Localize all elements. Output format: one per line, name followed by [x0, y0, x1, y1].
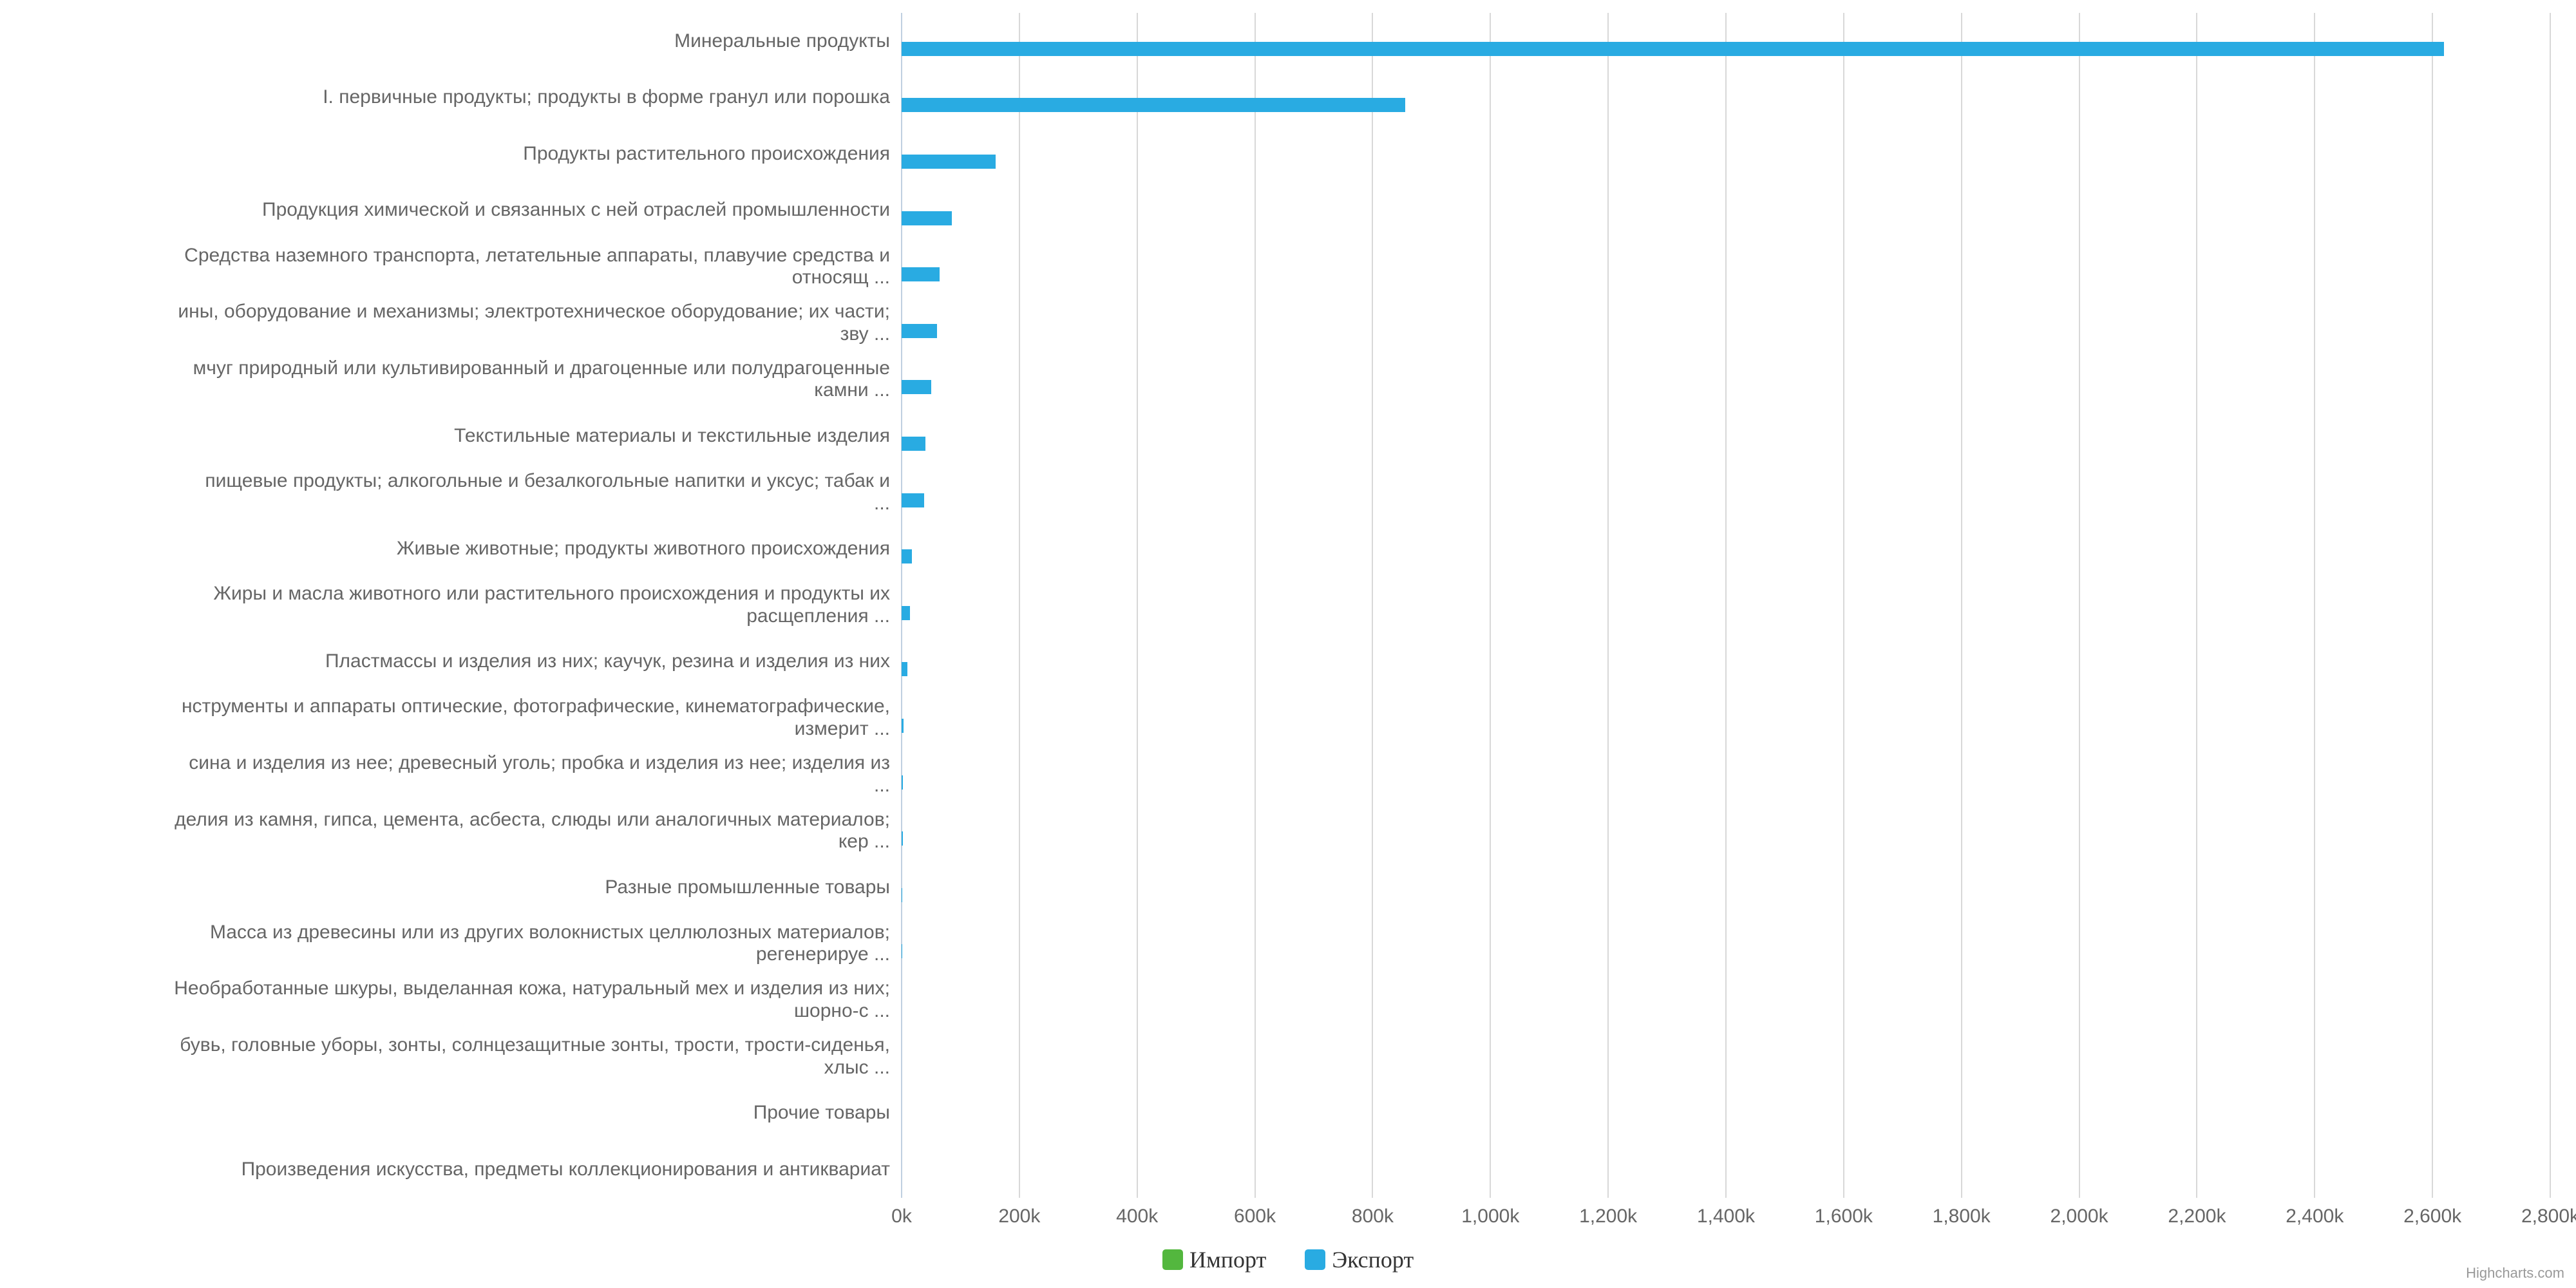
gridline	[2314, 13, 2315, 1198]
gridline	[1137, 13, 1138, 1198]
x-axis-label: 400k	[1116, 1198, 1158, 1227]
gridline	[1255, 13, 1256, 1198]
category-label: Продукция химической и связанных с ней о…	[1, 182, 902, 239]
category-label: Прочие товары	[1, 1084, 902, 1141]
x-axis-label: 200k	[998, 1198, 1040, 1227]
gridline	[1607, 13, 1609, 1198]
gridline	[2550, 13, 2551, 1198]
bar-chart: 0k 200k 400k 600k 800k 1,000k 1,200k 1,400k 1,60…	[0, 0, 2576, 1288]
category-label: делия из камня, гипса, цемента, асбеста,…	[1, 802, 902, 859]
bar-export[interactable]	[902, 606, 910, 620]
bar-export[interactable]	[902, 831, 903, 846]
legend: Импорт Экспорт	[1162, 1246, 1414, 1273]
category-label: Текстильные материалы и текстильные изде…	[1, 408, 902, 464]
bar-export[interactable]	[902, 267, 940, 281]
x-axis-label: 600k	[1234, 1198, 1276, 1227]
category-label: ины, оборудование и механизмы; электроте…	[1, 295, 902, 352]
gridline	[1961, 13, 1962, 1198]
bar-export[interactable]	[902, 662, 907, 676]
bar-export[interactable]	[902, 211, 952, 225]
category-label: I. первичные продукты; продукты в форме …	[1, 70, 902, 126]
category-label: Разные промышленные товары	[1, 859, 902, 916]
x-axis-label: 2,200k	[2168, 1198, 2226, 1227]
category-label: мчуг природный или культивированный и др…	[1, 352, 902, 408]
x-axis-label: 1,000k	[1461, 1198, 1519, 1227]
x-axis-label: 1,400k	[1697, 1198, 1755, 1227]
category-label: бувь, головные уборы, зонты, солнцезащит…	[1, 1028, 902, 1085]
category-label: нструменты и аппараты оптические, фотогр…	[1, 690, 902, 746]
legend-item[interactable]: Экспорт	[1305, 1246, 1414, 1273]
category-label: Необработанные шкуры, выделанная кожа, н…	[1, 972, 902, 1028]
category-label: Пластмассы и изделия из них; каучук, рез…	[1, 634, 902, 690]
category-label: Продукты растительного происхождения	[1, 126, 902, 182]
bar-export[interactable]	[902, 493, 924, 507]
x-axis-label: 2,600k	[2403, 1198, 2461, 1227]
x-axis-label: 1,800k	[1933, 1198, 1991, 1227]
gridline	[1843, 13, 1844, 1198]
category-label: Масса из древесины или из других волокни…	[1, 916, 902, 972]
gridline	[1490, 13, 1491, 1198]
legend-swatch	[1305, 1249, 1325, 1270]
legend-swatch	[1162, 1249, 1183, 1270]
category-label: Минеральные продукты	[1, 13, 902, 70]
bar-export[interactable]	[902, 437, 925, 451]
category-label: Произведения искусства, предметы коллекц…	[1, 1141, 902, 1198]
x-axis-label: 0k	[891, 1198, 912, 1227]
category-label: Жиры и масла животного или растительного…	[1, 577, 902, 634]
gridline	[2432, 13, 2433, 1198]
x-axis-label: 1,600k	[1815, 1198, 1873, 1227]
gridline	[2196, 13, 2197, 1198]
plot-area: 0k200k400k600k800k1,000k1,200k1,400k1,60…	[902, 13, 2550, 1198]
bar-export[interactable]	[902, 380, 931, 394]
bar-export[interactable]	[902, 324, 937, 338]
gridline	[1019, 13, 1020, 1198]
bar-export[interactable]	[902, 719, 904, 733]
bar-export[interactable]	[902, 42, 2444, 56]
bar-export[interactable]	[902, 549, 912, 564]
gridline	[2079, 13, 2080, 1198]
gridline	[1372, 13, 1373, 1198]
x-axis-label: 800k	[1352, 1198, 1394, 1227]
category-label: Средства наземного транспорта, летательн…	[1, 238, 902, 295]
x-axis-label: 1,200k	[1579, 1198, 1637, 1227]
credit-link[interactable]: Highcharts.com	[2466, 1265, 2564, 1282]
x-axis-label: 2,800k	[2521, 1198, 2576, 1227]
category-label: пищевые продукты; алкогольные и безалког…	[1, 464, 902, 521]
category-label: Живые животные; продукты животного проис…	[1, 520, 902, 577]
category-label: сина и изделия из нее; древесный уголь; …	[1, 746, 902, 803]
bar-export[interactable]	[902, 775, 903, 790]
legend-label: Экспорт	[1332, 1246, 1414, 1273]
x-axis-label: 2,000k	[2050, 1198, 2108, 1227]
bar-export[interactable]	[902, 155, 996, 169]
bar-export[interactable]	[902, 98, 1405, 112]
legend-item[interactable]: Импорт	[1162, 1246, 1266, 1273]
legend-label: Импорт	[1189, 1246, 1266, 1273]
gridline	[1725, 13, 1727, 1198]
x-axis-label: 2,400k	[2286, 1198, 2344, 1227]
